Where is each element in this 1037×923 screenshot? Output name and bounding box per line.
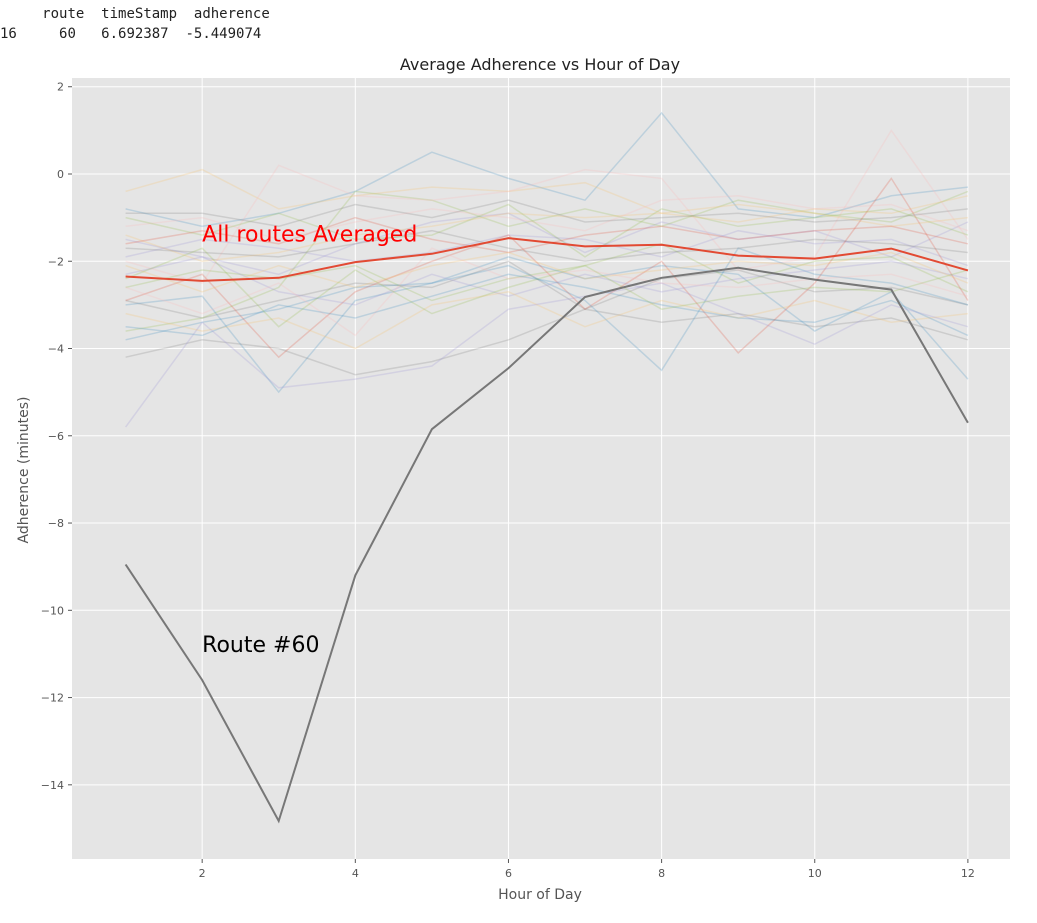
route-series-line [125,199,968,228]
route-series-line [125,273,969,337]
route-series-line [125,177,969,359]
y-tick-label: −10 [41,604,64,617]
route-series-line [125,247,969,372]
col-header-timestamp: timeStamp [101,6,178,22]
y-tick-label: −2 [48,255,64,268]
route-60-line [124,266,969,824]
cell-route: 60 [59,26,76,42]
chart-annotations: All routes Averaged Route #60 [202,223,417,658]
dataframe-output: route timeStamp adherence 16 60 6.692387… [0,4,270,44]
route-series-line [125,308,969,376]
col-header-adherence: adherence [193,6,270,22]
annotation-all-routes: All routes Averaged [202,223,417,248]
x-tick-label: 12 [961,867,975,880]
average-line [125,237,969,282]
route-series-line [125,260,969,319]
y-tick-label: −6 [48,430,64,443]
y-tick-label: −14 [41,779,64,792]
route-series-line [125,212,969,276]
col-header-route: route [42,6,85,22]
route-series-line [125,168,969,223]
route-series-line [125,203,969,258]
grid-lines [72,78,1010,859]
route-series-line [125,247,969,337]
cell-adherence: -5.449074 [185,26,262,42]
x-axis-ticks: 2 4 6 8 10 12 [199,859,975,880]
route-series-line [125,129,969,284]
x-tick-label: 4 [352,867,359,880]
y-tick-label: 2 [57,81,64,94]
x-axis-label: Hour of Day [498,887,582,903]
route-series-line [124,282,969,428]
y-axis-ticks: 2 0 −2 −4 −6 −8 −10 −12 −14 [41,81,72,792]
y-tick-label: −12 [41,692,64,705]
background-route-lines [124,111,969,428]
route-series-line [125,251,969,293]
x-tick-label: 8 [658,867,665,880]
route-series-line [125,190,969,332]
y-tick-label: 0 [57,168,64,181]
annotation-route-60: Route #60 [202,633,319,658]
route-series-line [125,229,968,263]
y-axis-label: Adherence (minutes) [16,397,32,544]
x-tick-label: 2 [199,867,206,880]
route-series-line [125,256,969,394]
cell-timestamp: 6.692387 [101,26,169,42]
chart-title: Average Adherence vs Hour of Day [400,55,680,74]
plot-area [72,78,1010,859]
row-index: 16 [0,26,17,42]
route-series-line [125,256,969,306]
x-tick-label: 10 [808,867,822,880]
route-series-line [125,229,969,267]
route-series-line [125,242,969,302]
x-tick-label: 6 [505,867,512,880]
route-series-line [125,291,968,350]
route-series-line [125,111,968,228]
highlighted-lines [124,237,969,824]
route-series-line [125,203,968,263]
y-tick-label: −4 [48,343,64,356]
route-series-line [125,216,969,254]
route-series-line [125,195,969,241]
y-tick-label: −8 [48,517,64,530]
route-series-line [125,247,969,328]
